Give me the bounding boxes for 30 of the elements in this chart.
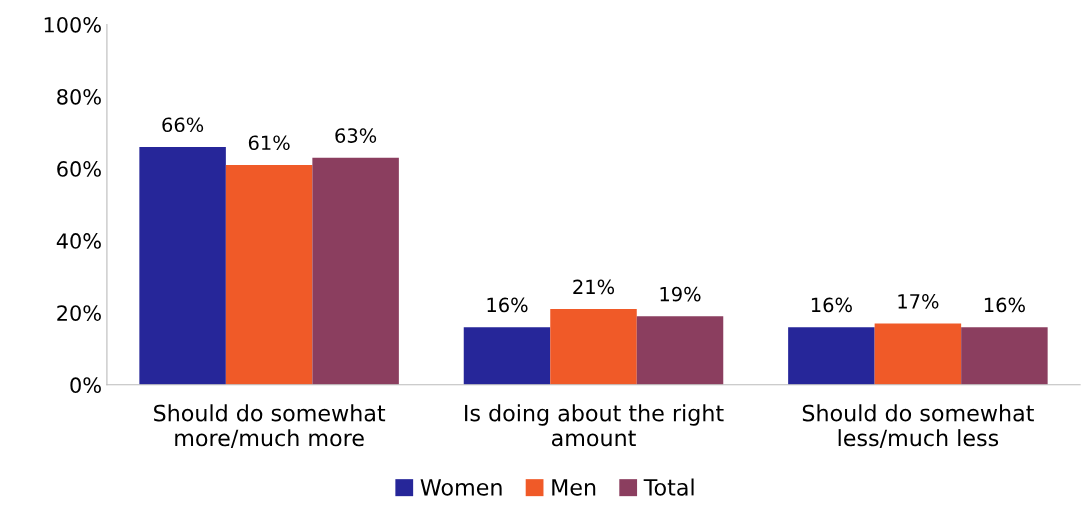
y-tick-label: 20% xyxy=(57,305,101,321)
y-tick-label: 40% xyxy=(56,233,101,249)
y-tick-label: 100% xyxy=(44,16,101,33)
x-tick-label: Should do somewhat less/much less xyxy=(802,404,1034,449)
legend-label: Women xyxy=(420,479,502,496)
legend-label: Men xyxy=(552,479,596,496)
y-tick-label: 0% xyxy=(70,377,101,394)
y-tick-label: 60% xyxy=(57,161,101,177)
bar xyxy=(550,309,637,385)
bar xyxy=(961,327,1048,385)
bar xyxy=(788,327,875,385)
bar xyxy=(312,157,399,385)
data-label: 16% xyxy=(487,297,528,313)
data-label: 21% xyxy=(573,279,615,295)
bar xyxy=(463,327,551,385)
data-label: 16% xyxy=(811,297,852,313)
x-tick-label: Should do somewhat more/much more xyxy=(154,404,386,449)
data-label: 61% xyxy=(248,135,290,151)
data-label: 17% xyxy=(898,293,939,309)
data-label: 19% xyxy=(660,286,701,302)
bar xyxy=(225,164,313,385)
y-tick-label: 80% xyxy=(57,88,101,105)
bar xyxy=(636,316,724,385)
x-tick-label: Is doing about the right amount xyxy=(465,404,724,447)
legend-label: Total xyxy=(643,478,694,496)
data-label: 66% xyxy=(162,117,204,133)
bar xyxy=(874,323,962,385)
data-label: 63% xyxy=(335,128,377,143)
data-label: 16% xyxy=(984,297,1025,313)
bar xyxy=(139,146,226,385)
